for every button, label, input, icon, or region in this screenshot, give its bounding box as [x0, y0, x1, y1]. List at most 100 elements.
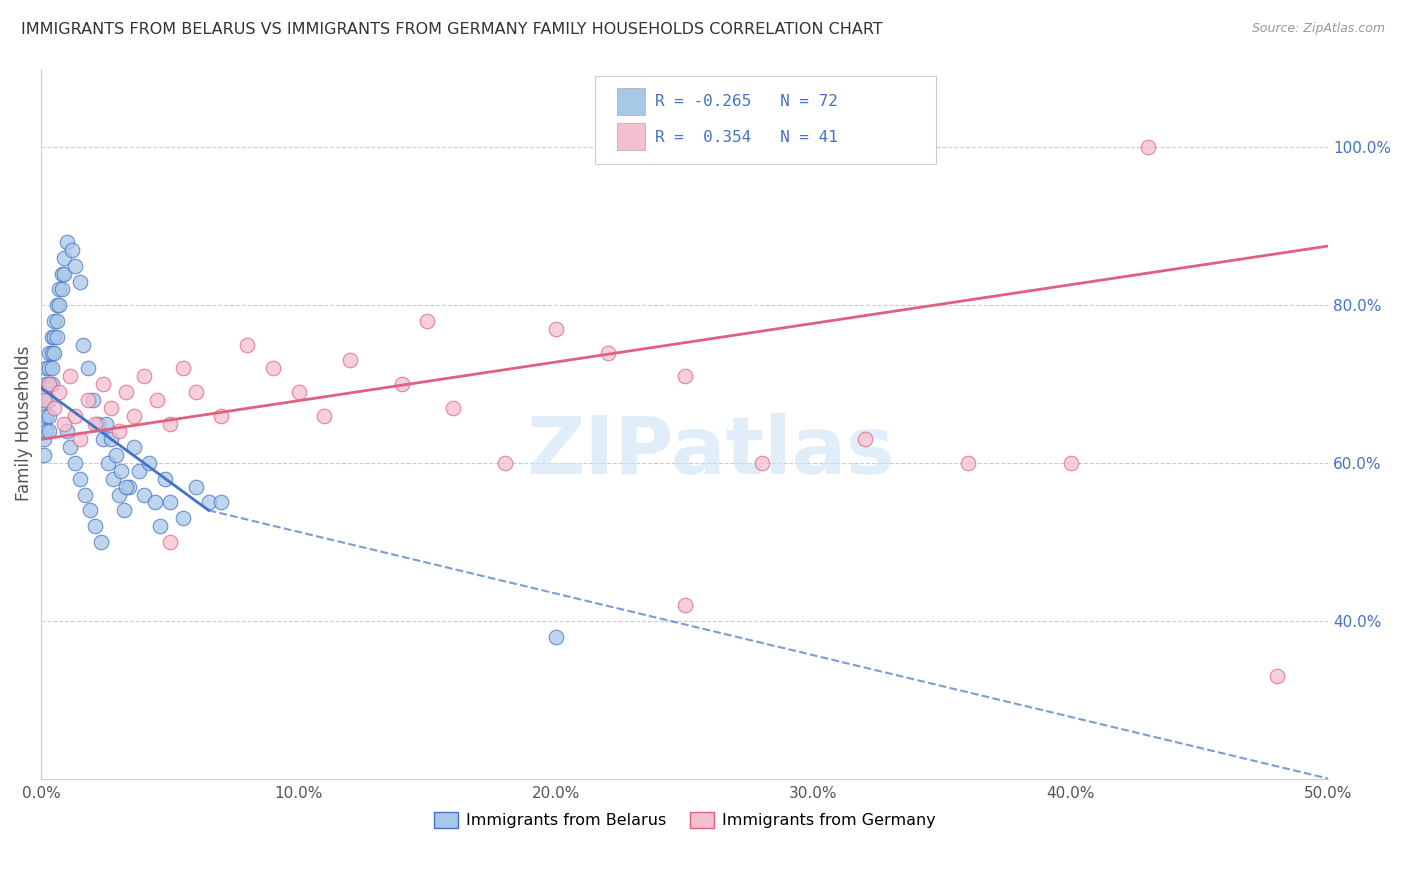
Point: [35, 377, 58, 392]
Point: [673, 598, 696, 612]
Point: [197, 495, 219, 509]
Point: [97, 456, 120, 470]
Point: [494, 456, 516, 470]
Bar: [617, 123, 645, 150]
Point: [56, 235, 79, 249]
Point: [38, 345, 60, 359]
Point: [112, 503, 135, 517]
Point: [143, 495, 166, 509]
Point: [103, 472, 125, 486]
Point: [172, 361, 194, 376]
Point: [38, 377, 60, 392]
Point: [153, 472, 176, 486]
Text: ZIPatlas: ZIPatlas: [526, 413, 894, 491]
Point: [184, 480, 207, 494]
Text: R = -0.265   N = 72: R = -0.265 N = 72: [655, 95, 838, 110]
Point: [128, 464, 150, 478]
Point: [32, 392, 55, 407]
Point: [82, 392, 104, 407]
Point: [32, 417, 55, 431]
Point: [118, 480, 141, 494]
Text: Source: ZipAtlas.com: Source: ZipAtlas.com: [1251, 22, 1385, 36]
Point: [44, 401, 66, 415]
Point: [138, 456, 160, 470]
Point: [673, 369, 696, 384]
Point: [53, 251, 76, 265]
Point: [544, 322, 567, 336]
Point: [76, 361, 98, 376]
Point: [41, 377, 63, 392]
Point: [91, 377, 114, 392]
Bar: [617, 87, 645, 115]
Point: [391, 377, 413, 392]
Point: [416, 314, 439, 328]
Point: [41, 345, 63, 359]
Point: [45, 298, 67, 312]
Point: [48, 298, 70, 312]
Point: [45, 314, 67, 328]
Text: R =  0.354   N = 41: R = 0.354 N = 41: [655, 130, 838, 145]
Point: [441, 401, 464, 415]
FancyBboxPatch shape: [595, 76, 935, 164]
Point: [63, 456, 86, 470]
Point: [38, 409, 60, 423]
Point: [91, 433, 114, 447]
Point: [149, 519, 172, 533]
Point: [172, 511, 194, 525]
Point: [53, 417, 76, 431]
Point: [956, 456, 979, 470]
Point: [236, 337, 259, 351]
Point: [134, 369, 156, 384]
Point: [94, 417, 117, 431]
Point: [48, 282, 70, 296]
Point: [287, 384, 309, 399]
Point: [339, 353, 361, 368]
Point: [596, 345, 619, 359]
Point: [51, 267, 73, 281]
Point: [44, 345, 66, 359]
Point: [84, 417, 107, 431]
Point: [146, 392, 169, 407]
Point: [69, 472, 91, 486]
Point: [159, 417, 181, 431]
Point: [59, 440, 82, 454]
Point: [314, 409, 336, 423]
Point: [48, 384, 70, 399]
Point: [32, 384, 55, 399]
Point: [32, 401, 55, 415]
Point: [63, 409, 86, 423]
Point: [1265, 669, 1288, 683]
Point: [1136, 140, 1159, 154]
Point: [69, 275, 91, 289]
Point: [60, 243, 83, 257]
Point: [38, 392, 60, 407]
Point: [211, 495, 233, 509]
Point: [115, 384, 138, 399]
Point: [38, 377, 60, 392]
Point: [45, 330, 67, 344]
Point: [89, 534, 111, 549]
Point: [35, 409, 58, 423]
Legend: Immigrants from Belarus, Immigrants from Germany: Immigrants from Belarus, Immigrants from…: [427, 805, 942, 835]
Point: [751, 456, 773, 470]
Point: [38, 361, 60, 376]
Point: [211, 409, 233, 423]
Point: [84, 519, 107, 533]
Point: [110, 464, 132, 478]
Point: [134, 487, 156, 501]
Point: [853, 433, 876, 447]
Point: [53, 267, 76, 281]
Text: IMMIGRANTS FROM BELARUS VS IMMIGRANTS FROM GERMANY FAMILY HOUSEHOLDS CORRELATION: IMMIGRANTS FROM BELARUS VS IMMIGRANTS FR…: [21, 22, 883, 37]
Point: [32, 433, 55, 447]
Point: [122, 440, 145, 454]
Point: [122, 409, 145, 423]
Point: [184, 384, 207, 399]
Point: [262, 361, 284, 376]
Point: [44, 330, 66, 344]
Point: [115, 480, 138, 494]
Point: [69, 433, 91, 447]
Point: [35, 425, 58, 439]
Point: [87, 417, 110, 431]
Point: [35, 361, 58, 376]
Point: [159, 534, 181, 549]
